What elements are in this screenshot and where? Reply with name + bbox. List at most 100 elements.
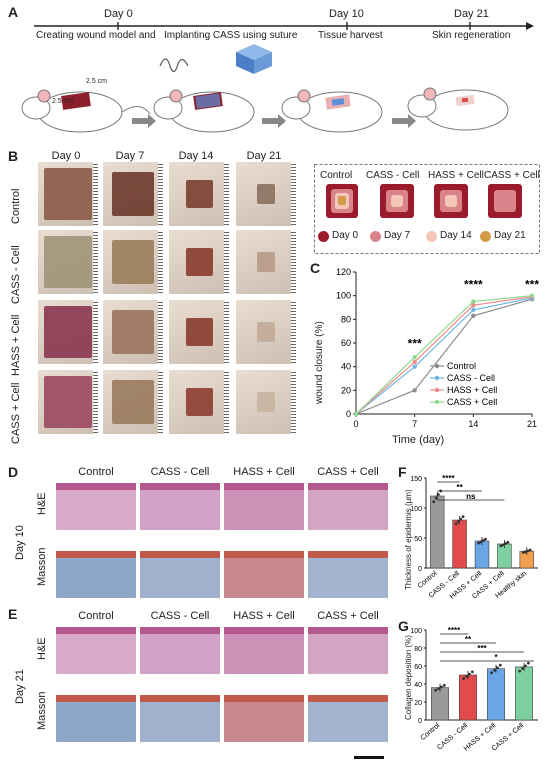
wound-photo [103,300,163,364]
panel-label-a: A [8,4,19,20]
mouse-1 [21,89,151,133]
e-group-day21: Day 21 [14,669,26,704]
data-dot [496,666,499,670]
significance-mark: *** [408,337,422,351]
significance-mark: ** [465,635,472,644]
data-point [412,355,417,360]
ruler [93,162,98,226]
wound-area [257,392,275,412]
histology-masson-image [56,692,136,742]
wound-photo [236,370,296,434]
bar [474,540,490,569]
d-col-hass-plus: HASS + Cell [233,466,295,478]
wound-photo [38,230,98,294]
wound-photo [236,300,296,364]
mouse-3 [281,89,383,133]
wound-area [44,236,92,288]
y-tick-label: 100 [336,291,351,301]
legend-label: Day 0 [332,230,359,241]
wound-area [185,247,213,277]
ruler [93,230,98,294]
histology-he-image [140,480,220,530]
legend-swatch [370,231,381,242]
col-day7: Day 7 [115,150,145,162]
legend-swatch [480,231,491,242]
significance-mark: *** [525,278,539,292]
data-dot [468,672,471,676]
d-col-cass-minus: CASS - Cell [150,466,210,478]
data-dot [521,667,524,670]
wound-area [112,309,154,355]
y-tick-label: 120 [336,267,351,277]
series-line [355,297,533,415]
legend-label: HASS + Cell [447,385,497,395]
y-tick-label: 100 [410,506,422,513]
schematic-label-hass-plus: HASS + Cell [428,170,484,181]
e-col-control: Control [78,610,114,622]
wound-area [44,306,92,358]
data-point [471,307,476,313]
data-point [471,299,476,304]
data-dot [454,522,458,526]
wound-area [112,379,154,425]
wound-area [257,252,275,272]
x-tick-label: 7 [412,419,417,429]
data-dot [518,669,522,673]
ruler [291,300,296,364]
wound-area [185,317,213,347]
legend-label: CASS + Cell [447,397,497,407]
row-control: Control [10,188,22,224]
wound-photo [169,230,229,294]
histology-he-image [308,624,388,674]
y-tick-label: 60 [341,338,351,348]
line-chart-ylabel: wound closure (%) [314,321,325,404]
suture-icon [159,58,189,73]
wound-closure-chart: 0 20 40 60 80 100 120 0 7 14 21 Control CASS - Cell H… [336,267,539,429]
ruler [158,230,163,294]
mouse-4 [407,87,509,131]
data-dot [504,542,507,545]
col-day21: Day 21 [246,150,282,162]
panel-label-e: E [8,606,18,622]
histology-masson-image [224,692,304,742]
caption-tissue-harvest: Tissue harvest [318,30,383,41]
data-dot [440,685,443,689]
e-col-hass-plus: HASS + Cell [233,610,295,622]
wound-area [185,387,213,417]
data-dot [490,671,494,675]
histology-masson-image [308,692,388,742]
wound-area [112,171,154,217]
ruler [224,162,229,226]
legend-marker [434,363,440,369]
y-tick-label: 0 [346,409,351,419]
histology-he-image [308,480,388,530]
scaffold-cube-icon [236,44,272,74]
data-point [471,313,476,318]
line-chart-xlabel: Time (day) [392,434,445,446]
data-dot [524,664,527,668]
histology-he-image [140,624,220,674]
col-day14: Day 14 [178,150,214,162]
legend-swatch [426,231,437,242]
ruler [224,300,229,364]
wound-area [44,168,92,220]
caption-implanting: Implanting CASS using suture [164,30,298,41]
y-tick-label: 80 [414,646,422,653]
histology-he-image [224,624,304,674]
data-dot [434,688,438,692]
data-dot [465,674,468,678]
histology-he-image [56,480,136,530]
significance-mark: * [494,653,498,662]
x-tick-label: 14 [468,419,478,429]
bar [459,674,477,721]
bar-g-ylabel: Collagen deposition (%) [404,635,413,720]
data-point [529,293,535,298]
col-day0: Day 0 [51,150,81,162]
ruler [224,230,229,294]
data-dot [526,549,530,553]
data-dot [477,541,480,545]
legend-swatch [318,231,329,242]
row-cass-minus: CASS - Cell [10,245,22,304]
arrow-3 [392,114,416,128]
